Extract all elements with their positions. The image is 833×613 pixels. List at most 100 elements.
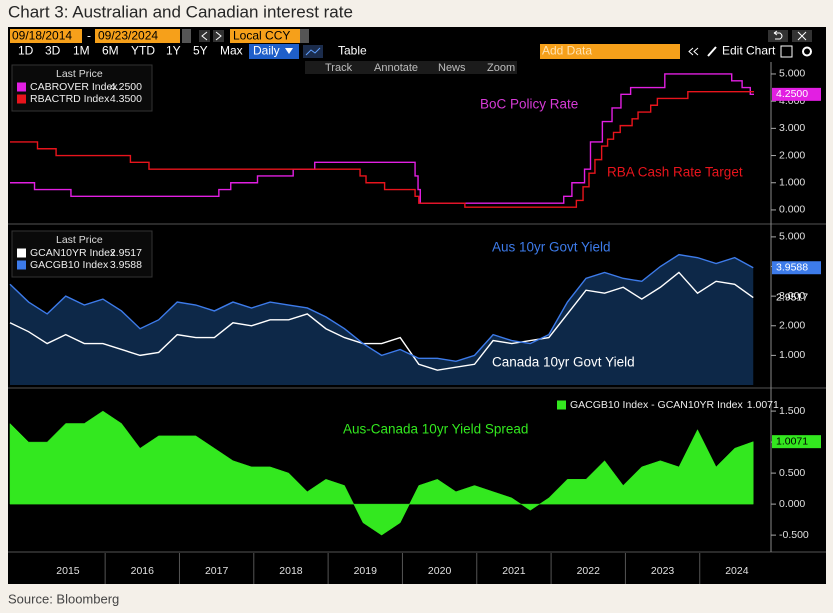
frequency-arrow (285, 48, 293, 54)
legend-box (11, 230, 153, 278)
area (9, 410, 754, 536)
tool-button[interactable]: News (438, 62, 466, 74)
value-tag-label: 3.9588 (776, 262, 808, 274)
value-tag (772, 435, 821, 449)
legend-value: 2.9517 (110, 247, 142, 259)
add-data-box[interactable] (540, 44, 680, 59)
value-tag (772, 261, 821, 275)
currency-dropdown[interactable] (300, 29, 309, 43)
undo-icon (773, 30, 783, 40)
period-button[interactable]: 1Y (166, 44, 181, 58)
y-tick-label: -0.500 (779, 529, 809, 541)
x-tick-label: 2019 (354, 565, 378, 577)
legend-label: GACGB10 Index (30, 259, 109, 271)
y-tick-label: 5.000 (779, 68, 805, 80)
annotation: Aus 10yr Govt Yield (492, 240, 611, 255)
edit-chart[interactable]: Edit Chart (722, 44, 776, 58)
x-tick-label: 2015 (56, 565, 80, 577)
close-icon (797, 31, 807, 41)
period-button[interactable]: Max (220, 44, 243, 58)
tool-button[interactable]: Annotate (374, 62, 418, 74)
x-tick-label: 2024 (725, 565, 749, 577)
frequency-box[interactable] (249, 44, 299, 59)
legend-title: Last Price (56, 68, 103, 80)
legend-title: Last Price (56, 234, 103, 246)
period-button[interactable]: 5Y (193, 44, 208, 58)
y-tick-label: 0.500 (779, 467, 805, 479)
y-tick-label: 1.000 (779, 349, 805, 361)
legend-value: 4.2500 (110, 81, 142, 93)
x-tick-label: 2017 (205, 565, 229, 577)
calendar-button[interactable] (182, 29, 191, 43)
y-tick-label: 2.000 (779, 149, 805, 161)
prev-icon (201, 31, 208, 41)
annotation: Canada 10yr Govt Yield (492, 355, 635, 370)
annotation: BoC Policy Rate (480, 97, 578, 112)
legend-swatch (17, 260, 26, 270)
y-tick-label: 1.000 (779, 177, 805, 189)
currency-box[interactable] (230, 29, 300, 43)
series-line (9, 253, 754, 363)
series-line (9, 271, 754, 371)
y-tick-label: 1.500 (779, 405, 805, 417)
y-tick-label: 3.000 (779, 122, 805, 134)
date-separator: - (87, 29, 91, 43)
x-tick-label: 2016 (131, 565, 155, 577)
legend-swatch (17, 94, 26, 104)
legend-box (11, 64, 153, 112)
currency[interactable]: Local CCY (233, 29, 290, 43)
series-line (10, 73, 754, 204)
collapse-icon[interactable] (688, 47, 699, 56)
legend-label: RBACTRD Index (30, 93, 110, 105)
legend-value: 1.0071 (747, 399, 779, 411)
period-button[interactable]: 1M (73, 44, 90, 58)
y-tick-label: 3.000 (779, 290, 805, 302)
end-date-box[interactable] (95, 29, 180, 43)
add-data[interactable]: Add Data (542, 44, 592, 58)
legend-swatch (17, 82, 26, 92)
frequency[interactable]: Daily (253, 44, 280, 58)
source-note: Source: Bloomberg (8, 591, 119, 606)
period-button[interactable]: YTD (131, 44, 155, 58)
legend-label: GCAN10YR Index (30, 247, 116, 259)
end-date[interactable]: 09/23/2024 (98, 29, 158, 43)
y-tick-label: 0.000 (779, 204, 805, 216)
prev-button[interactable] (199, 30, 210, 42)
value-tag-label: 1.0071 (776, 435, 808, 447)
start-date[interactable]: 09/18/2014 (12, 29, 72, 43)
legend-label: GACGB10 Index - GCAN10YR Index (570, 399, 743, 411)
period-button[interactable]: 6M (102, 44, 119, 58)
annotation: RBA Cash Rate Target (607, 165, 743, 180)
gear-icon[interactable] (802, 46, 812, 57)
tool-button[interactable]: Track (325, 62, 353, 74)
chart-title: Chart 3: Australian and Canadian interes… (8, 2, 353, 21)
legend-swatch (557, 400, 566, 410)
x-tick-label: 2020 (428, 565, 452, 577)
period-button[interactable]: 3D (45, 44, 61, 58)
x-tick-label: 2021 (502, 565, 526, 577)
next-button[interactable] (213, 30, 224, 42)
value-tag (772, 87, 821, 101)
undo-button[interactable] (768, 30, 788, 42)
x-tick-label: 2018 (279, 565, 303, 577)
x-tick-label: 2023 (651, 565, 675, 577)
settings-icon[interactable] (780, 45, 793, 58)
tool-button[interactable]: Zoom (487, 62, 515, 74)
legend-value: 3.9588 (110, 259, 142, 271)
series-line (10, 90, 754, 208)
chart-type-icon (305, 47, 321, 56)
start-date-box[interactable] (10, 29, 82, 43)
y-tick-label: 0.000 (779, 498, 805, 510)
area-fill (10, 254, 754, 385)
edit-icon (707, 46, 717, 57)
value-tag-label: 4.2500 (776, 88, 808, 100)
y-tick-label: 5.000 (779, 231, 805, 243)
legend-value: 4.3500 (110, 93, 142, 105)
next-icon (215, 31, 222, 41)
value-tag-label: 2.9517 (776, 291, 808, 303)
x-tick-label: 2022 (577, 565, 601, 577)
table-button[interactable]: Table (338, 44, 367, 58)
period-button[interactable]: 1D (18, 44, 34, 58)
annotation: Aus-Canada 10yr Yield Spread (343, 422, 528, 437)
